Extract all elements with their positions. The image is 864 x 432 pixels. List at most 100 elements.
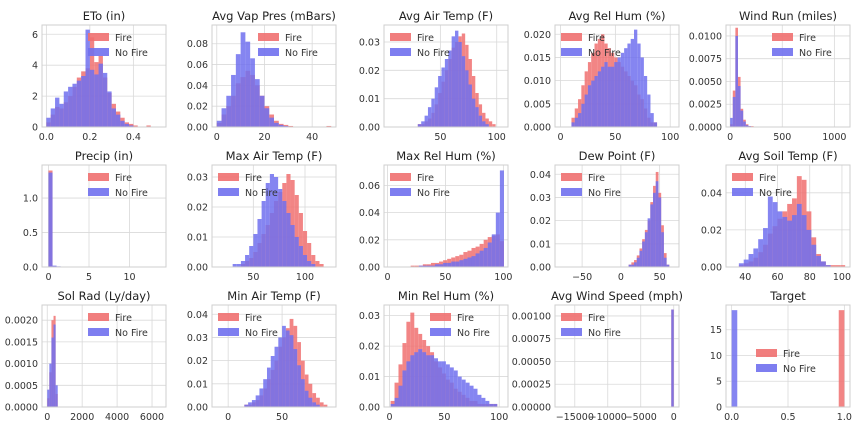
y-tick-label: 0.00 [359, 123, 380, 134]
legend-swatch-nofire [561, 188, 582, 196]
nofire-histogram-bar [120, 120, 125, 127]
legend-swatch-nofire [561, 328, 582, 336]
nofire-histogram-bar [787, 220, 793, 267]
nofire-histogram-bar [631, 264, 635, 267]
nofire-histogram-bar [475, 253, 480, 267]
legend-label: No Fire [115, 328, 148, 339]
chart-panel: 0.00000 0.00025 0.00050 0.00075 0.00100 −1500… [512, 289, 683, 423]
nofire-histogram-bar [767, 196, 773, 267]
y-tick-label: 0.0100 [689, 31, 722, 42]
nofire-histogram-bar [418, 349, 423, 407]
chart-title: Wind Run (miles) [739, 9, 837, 23]
nofire-histogram-bar [487, 242, 492, 267]
y-tick-label: 0.0020 [5, 316, 38, 327]
nofire-histogram-bar [439, 264, 444, 267]
fire-histogram-bar [838, 310, 845, 407]
x-tick-label: 50 [654, 272, 666, 283]
fire-histogram-bar [840, 265, 846, 267]
chart-title: Target [769, 289, 806, 303]
nofire-histogram-bar [763, 228, 768, 267]
nofire-histogram-bar [245, 41, 251, 127]
chart-panel: 0 2 4 6 0.0 0.2 0.4 ETo (in) Fire No Fire [32, 9, 167, 143]
y-tick-label: 0.020 [524, 30, 551, 41]
legend-swatch-fire [88, 313, 109, 321]
y-tick-label: 0.02 [187, 102, 208, 113]
y-tick-label: 15 [710, 325, 722, 336]
legend-label: Fire [457, 313, 474, 324]
nofire-histogram-bar [658, 197, 662, 267]
nofire-histogram-bar [72, 83, 77, 127]
nofire-histogram-bar [265, 183, 270, 267]
chart-title: Min Air Temp (F) [227, 289, 320, 303]
nofire-histogram-bar [455, 261, 460, 267]
nofire-histogram-bar [307, 261, 312, 267]
fire-histogram-bar [835, 265, 841, 267]
nofire-histogram-bar [390, 403, 395, 407]
y-tick-label: 0.04 [701, 188, 722, 199]
nofire-histogram-bar [115, 114, 121, 127]
y-tick-label: 6 [32, 30, 38, 41]
chart-panel: 0 5 10 15 0.0 0.5 1.0 Target Fire No Fire [710, 289, 852, 423]
chart-title: Avg Vap Pres (mBars) [212, 9, 336, 23]
legend-label: Fire [115, 313, 132, 324]
fire-histogram-bar [288, 125, 294, 127]
nofire-histogram-bar [628, 264, 632, 267]
legend-label: Fire [588, 173, 605, 184]
nofire-histogram-bar [240, 261, 246, 267]
x-tick-label: 50 [439, 272, 451, 283]
nofire-histogram-bar [245, 255, 250, 267]
legend-label: No Fire [588, 188, 621, 199]
nofire-histogram-bar [461, 56, 466, 127]
legend-label: Fire [285, 33, 302, 44]
nofire-histogram-bar [738, 263, 744, 267]
nofire-histogram-bar [434, 87, 439, 127]
nofire-histogram-bar [85, 29, 90, 127]
x-tick-label: 50 [438, 412, 450, 423]
x-tick-label: 50 [276, 412, 288, 423]
chart-panel: 0.00 0.01 0.02 0.03 0 50 100 Min Rel Hum (%) Fir… [359, 289, 509, 423]
fire-histogram-bar [571, 117, 575, 127]
nofire-histogram-bar [251, 400, 256, 407]
x-tick-label: −10000 [589, 412, 627, 423]
nofire-histogram-bar [811, 244, 817, 267]
chart-panel: 0.00 0.01 0.02 0.03 0.04 0 50 Min Air Temp (F) F… [187, 289, 337, 423]
nofire-histogram-bar [316, 404, 320, 407]
y-tick-label: 0.01 [530, 239, 551, 250]
nofire-histogram-bar [297, 365, 301, 407]
chart-title: Avg Air Temp (F) [399, 9, 493, 23]
x-tick-label: 100 [494, 272, 512, 283]
legend-label: No Fire [285, 48, 318, 59]
plot-frame [554, 304, 680, 408]
y-tick-label: 0.01 [359, 94, 380, 105]
chart-title: Max Air Temp (F) [226, 149, 323, 163]
nofire-histogram-bar [471, 256, 476, 267]
nofire-histogram-bar [259, 388, 264, 407]
nofire-histogram-bar [52, 265, 57, 267]
nofire-histogram-bar [421, 121, 425, 127]
legend-label: Fire [245, 313, 262, 324]
nofire-histogram-bar [477, 394, 482, 407]
y-tick-label: 0 [716, 403, 722, 414]
nofire-histogram-bar [485, 124, 489, 127]
x-tick-label: 4000 [105, 412, 129, 423]
nofire-histogram-bar [294, 237, 299, 267]
chart-title: Avg Rel Hum (%) [568, 9, 665, 23]
nofire-histogram-bar [437, 361, 442, 407]
nofire-histogram-bar [129, 125, 134, 127]
nofire-histogram-bar [489, 403, 494, 407]
fire-histogram-bar [146, 125, 151, 127]
y-tick-label: 0.01 [187, 379, 208, 390]
nofire-histogram-bar [274, 177, 279, 267]
fire-histogram-bar [394, 382, 399, 407]
nofire-histogram-bar [259, 95, 265, 127]
chart-title: Max Rel Hum (%) [396, 149, 496, 163]
legend-label: Fire [783, 349, 800, 360]
y-tick-label: 0.03 [530, 193, 551, 204]
x-tick-label: 0 [557, 132, 563, 143]
legend-swatch-fire [430, 313, 451, 321]
nofire-histogram-bar [485, 400, 490, 407]
nofire-histogram-bar [302, 255, 308, 267]
fire-histogram-bar [414, 265, 419, 267]
legend-label: Fire [115, 173, 132, 184]
nofire-histogram-bar [254, 79, 260, 127]
